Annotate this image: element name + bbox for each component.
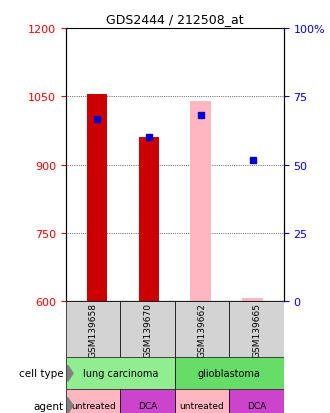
Bar: [175, 389, 229, 413]
Text: DCA: DCA: [247, 401, 266, 410]
Bar: [229, 389, 284, 413]
Bar: [66, 301, 120, 357]
Text: cell type: cell type: [19, 368, 63, 378]
Bar: [120, 301, 175, 357]
Bar: [87, 95, 108, 301]
Text: GSM139658: GSM139658: [89, 302, 98, 357]
Text: GSM139665: GSM139665: [252, 302, 261, 357]
Text: DCA: DCA: [138, 401, 157, 410]
Bar: [229, 301, 284, 357]
Title: GDS2444 / 212508_at: GDS2444 / 212508_at: [106, 13, 244, 26]
Bar: [175, 357, 284, 389]
Bar: [120, 389, 175, 413]
Bar: [66, 357, 175, 389]
Polygon shape: [68, 366, 73, 382]
Bar: [190, 102, 211, 301]
Bar: [66, 389, 120, 413]
Bar: [139, 138, 159, 301]
Text: glioblastoma: glioblastoma: [198, 368, 261, 378]
Bar: [242, 298, 263, 301]
Text: untreated: untreated: [180, 401, 224, 410]
Text: agent: agent: [33, 401, 63, 411]
Polygon shape: [68, 397, 73, 413]
Text: GSM139670: GSM139670: [143, 302, 152, 357]
Text: lung carcinoma: lung carcinoma: [83, 368, 158, 378]
Text: GSM139662: GSM139662: [198, 302, 207, 357]
Bar: [175, 301, 229, 357]
Text: untreated: untreated: [71, 401, 116, 410]
